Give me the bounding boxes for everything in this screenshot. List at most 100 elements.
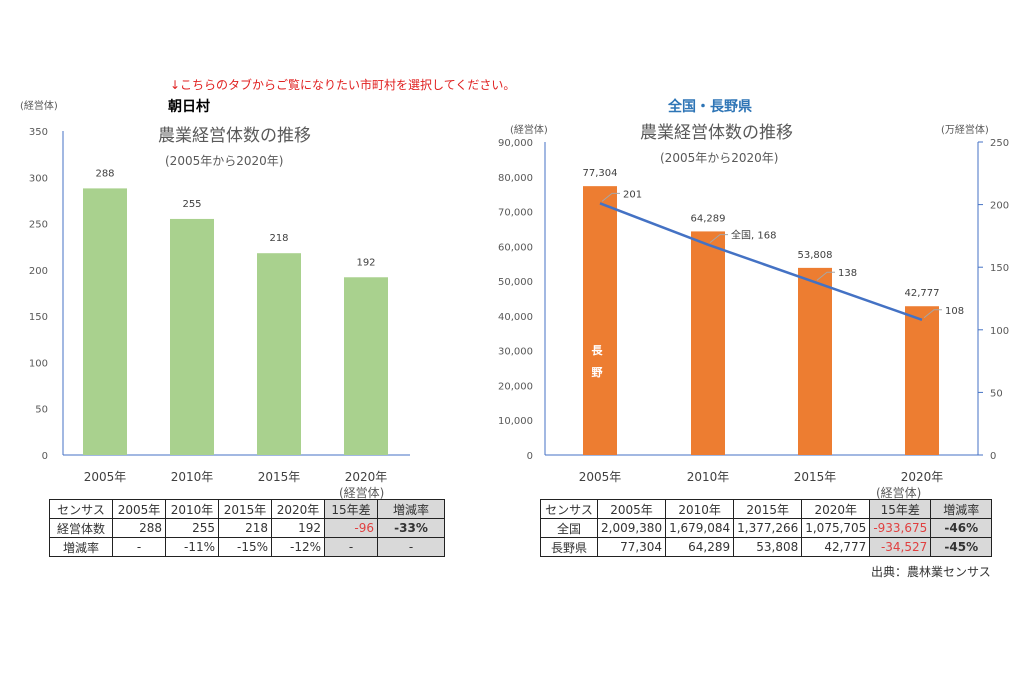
cell: -96 [324, 518, 378, 538]
cell: 1,377,266 [733, 518, 803, 538]
national-line [599, 202, 923, 321]
right-chart-subtitle: (2005年から2020年) [660, 151, 779, 165]
x-tick-label: 2005年 [84, 470, 127, 484]
right-unit-left: (経営体) [510, 125, 548, 136]
right-unit-right: (万経営体) [941, 125, 989, 136]
line-point-label: 全国, 168 [731, 229, 776, 242]
row-label: 全国 [540, 518, 598, 538]
cell: 1,075,705 [801, 518, 871, 538]
cell: 77,304 [596, 537, 667, 557]
y2-tick-label: 100 [990, 326, 1009, 337]
bar-value-label: 192 [356, 257, 375, 268]
y-tick-label: 10,000 [498, 416, 533, 427]
y-tick-label: 300 [29, 173, 48, 184]
header-cell: 増減率 [930, 499, 993, 519]
cell: -15% [218, 537, 272, 557]
header-cell: 増減率 [377, 499, 445, 519]
header-cell: 2015年 [218, 499, 272, 519]
bar [583, 186, 617, 455]
header-cell: 2005年 [112, 499, 166, 519]
cell: -33% [377, 518, 445, 538]
y-tick-label: 60,000 [498, 242, 533, 253]
y2-tick-label: 200 [990, 201, 1009, 212]
x-tick-label: 2010年 [687, 470, 730, 484]
left-chart-title: 農業経営体数の推移 [158, 126, 311, 146]
x-tick-label: 2005年 [579, 470, 622, 484]
bar [905, 306, 939, 455]
cell: -12% [271, 537, 325, 557]
bar [691, 231, 725, 455]
table-row: 全国 2,009,380 1,679,084 1,377,266 1,075,705 -9… [540, 518, 993, 538]
row-label: 増減率 [49, 537, 113, 557]
line-point-label: 201 [623, 189, 642, 200]
cell: - [112, 537, 166, 557]
leader-line [816, 271, 835, 281]
y-tick-label: 100 [29, 358, 48, 369]
header-cell: 2015年 [733, 499, 803, 519]
source-note: 出典：農林業センサス [871, 565, 991, 579]
header-cell: 2010年 [665, 499, 735, 519]
cell: 218 [218, 518, 272, 538]
y2-tick-label: 150 [990, 263, 1009, 274]
cell: 2,009,380 [596, 518, 667, 538]
y2-tick-label: 50 [990, 388, 1003, 399]
cell: 192 [271, 518, 325, 538]
right-table-unit: (経営体) [876, 486, 922, 500]
cell: -11% [165, 537, 219, 557]
x-tick-label: 2020年 [345, 470, 388, 484]
table-header-row: センサス 2005年 2010年 2015年 2020年 15年差 増減率 [49, 499, 445, 519]
cell: -34,527 [869, 537, 932, 557]
leader-line [709, 234, 728, 244]
y-tick-label: 50 [35, 405, 48, 416]
y-tick-label: 30,000 [498, 347, 533, 358]
header-cell: 15年差 [869, 499, 932, 519]
y-tick-label: 0 [42, 451, 48, 462]
left-table-unit: (経営体) [339, 486, 385, 500]
right-region-title[interactable]: 全国・長野県 [668, 99, 752, 115]
cell: -933,675 [869, 518, 932, 538]
bar [257, 253, 301, 455]
line-point-label: 108 [945, 306, 964, 317]
left-region-title[interactable]: 朝日村 [168, 99, 210, 115]
cell: - [377, 537, 445, 557]
header-cell: 15年差 [324, 499, 378, 519]
bar [344, 277, 388, 455]
table-header-row: センサス 2005年 2010年 2015年 2020年 15年差 増減率 [540, 499, 993, 519]
bar-value-label: 255 [182, 199, 201, 210]
header-cell: 2020年 [801, 499, 871, 519]
table-row: 増減率 - -11% -15% -12% - - [49, 537, 445, 557]
left-unit: (経営体) [20, 101, 58, 112]
row-label: 長野県 [540, 537, 598, 557]
table-row: 長野県 77,304 64,289 53,808 42,777 -34,527 -45% [540, 537, 993, 557]
row-label: 経営体数 [49, 518, 113, 538]
x-tick-label: 2015年 [258, 470, 301, 484]
bar [83, 188, 127, 455]
y-tick-label: 250 [29, 220, 48, 231]
cell: 1,679,084 [665, 518, 735, 538]
bar [798, 267, 832, 455]
table-row: 経営体数 288 255 218 192 -96 -33% [49, 518, 445, 538]
right-table: センサス 2005年 2010年 2015年 2020年 15年差 増減率 全国 2,009,… [540, 499, 993, 557]
bar-value-label: 77,304 [583, 168, 618, 179]
cell: 42,777 [801, 537, 871, 557]
header-cell: 2010年 [165, 499, 219, 519]
y-tick-label: 350 [29, 127, 48, 138]
cell: 255 [165, 518, 219, 538]
y-tick-label: 150 [29, 312, 48, 323]
x-tick-label: 2020年 [901, 470, 944, 484]
cell: 288 [112, 518, 166, 538]
y-tick-label: 70,000 [498, 208, 533, 219]
cell: 64,289 [665, 537, 735, 557]
left-table: センサス 2005年 2010年 2015年 2020年 15年差 増減率 経営体数 288 2… [49, 499, 445, 557]
left-chart-subtitle: (2005年から2020年) [165, 154, 284, 168]
y-tick-label: 80,000 [498, 173, 533, 184]
y-tick-label: 200 [29, 266, 48, 277]
x-tick-label: 2010年 [171, 470, 214, 484]
leader-line [601, 192, 620, 202]
y2-tick-label: 250 [990, 138, 1009, 149]
header-cell: 2020年 [271, 499, 325, 519]
cell: -46% [930, 518, 993, 538]
header-cell: センサス [49, 499, 113, 519]
y-tick-label: 0 [527, 451, 533, 462]
